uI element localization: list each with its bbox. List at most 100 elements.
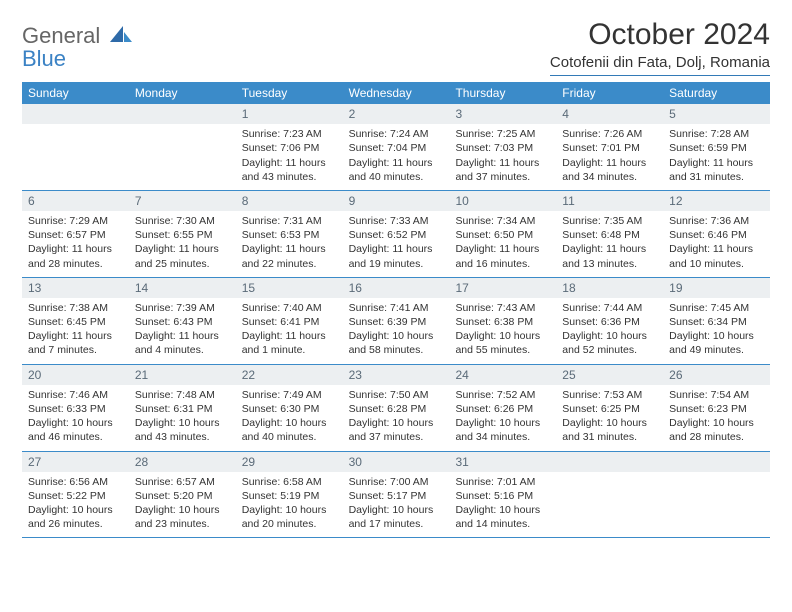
daylight-line1: Daylight: 10 hours <box>455 329 550 343</box>
day-body: Sunrise: 7:45 AMSunset: 6:34 PMDaylight:… <box>663 298 770 364</box>
weekday-header: Saturday <box>663 82 770 104</box>
daylight-line1: Daylight: 11 hours <box>242 242 337 256</box>
daylight-line1: Daylight: 10 hours <box>669 416 764 430</box>
daylight-line1: Daylight: 11 hours <box>28 242 123 256</box>
day-number: 21 <box>129 365 236 385</box>
sunset-text: Sunset: 6:34 PM <box>669 315 764 329</box>
day-number <box>663 452 770 472</box>
day-number: 14 <box>129 278 236 298</box>
sunset-text: Sunset: 6:53 PM <box>242 228 337 242</box>
weekday-header-row: SundayMondayTuesdayWednesdayThursdayFrid… <box>22 82 770 104</box>
daylight-line2: and 13 minutes. <box>562 257 657 271</box>
sunrise-text: Sunrise: 7:34 AM <box>455 214 550 228</box>
daylight-line2: and 49 minutes. <box>669 343 764 357</box>
day-cell: 21 Sunrise: 7:48 AMSunset: 6:31 PMDayligh… <box>129 365 236 451</box>
sunset-text: Sunset: 6:36 PM <box>562 315 657 329</box>
day-number <box>22 104 129 124</box>
day-cell: 2Sunrise: 7:24 AMSunset: 7:04 PMDaylight… <box>343 104 450 190</box>
day-number: 18 <box>556 278 663 298</box>
sunset-text: Sunset: 6:57 PM <box>28 228 123 242</box>
daylight-line2: and 55 minutes. <box>455 343 550 357</box>
day-cell: 20Sunrise: 7:46 AMSunset: 6:33 PMDayligh… <box>22 365 129 451</box>
day-number: 16 <box>343 278 450 298</box>
day-cell: 30Sunrise: 7:00 AMSunset: 5:17 PMDayligh… <box>343 452 450 538</box>
day-number: 19 <box>663 278 770 298</box>
sunset-text: Sunset: 6:31 PM <box>135 402 230 416</box>
day-body: Sunrise: 6:57 AMSunset: 5:20 PMDaylight:… <box>129 472 236 538</box>
day-body: Sunrise: 7:41 AMSunset: 6:39 PMDaylight:… <box>343 298 450 364</box>
daylight-line2: and 17 minutes. <box>349 517 444 531</box>
day-cell: 19Sunrise: 7:45 AMSunset: 6:34 PMDayligh… <box>663 278 770 364</box>
day-number: 31 <box>449 452 556 472</box>
day-cell: 14Sunrise: 7:39 AMSunset: 6:43 PMDayligh… <box>129 278 236 364</box>
daylight-line2: and 20 minutes. <box>242 517 337 531</box>
daylight-line1: Daylight: 11 hours <box>242 156 337 170</box>
day-cell: 12Sunrise: 7:36 AMSunset: 6:46 PMDayligh… <box>663 191 770 277</box>
sunset-text: Sunset: 6:30 PM <box>242 402 337 416</box>
sunset-text: Sunset: 7:04 PM <box>349 141 444 155</box>
brand-general: General <box>22 23 100 48</box>
sunrise-text: Sunrise: 7:43 AM <box>455 301 550 315</box>
day-number: 27 <box>22 452 129 472</box>
daylight-line2: and 26 minutes. <box>28 517 123 531</box>
week-row: 20Sunrise: 7:46 AMSunset: 6:33 PMDayligh… <box>22 365 770 452</box>
header: General Blue October 2024 Cotofenii din … <box>22 18 770 76</box>
day-cell <box>129 104 236 190</box>
day-cell: 25Sunrise: 7:53 AMSunset: 6:25 PMDayligh… <box>556 365 663 451</box>
day-cell: 13Sunrise: 7:38 AMSunset: 6:45 PMDayligh… <box>22 278 129 364</box>
day-number: 12 <box>663 191 770 211</box>
weekday-header: Sunday <box>22 82 129 104</box>
daylight-line2: and 4 minutes. <box>135 343 230 357</box>
day-number: 4 <box>556 104 663 124</box>
sunrise-text: Sunrise: 7:29 AM <box>28 214 123 228</box>
day-cell: 16Sunrise: 7:41 AMSunset: 6:39 PMDayligh… <box>343 278 450 364</box>
day-cell: 6Sunrise: 7:29 AMSunset: 6:57 PMDaylight… <box>22 191 129 277</box>
sunrise-text: Sunrise: 7:40 AM <box>242 301 337 315</box>
day-number: 15 <box>236 278 343 298</box>
daylight-line2: and 43 minutes. <box>135 430 230 444</box>
daylight-line2: and 10 minutes. <box>669 257 764 271</box>
weekday-header: Friday <box>556 82 663 104</box>
daylight-line1: Daylight: 10 hours <box>28 503 123 517</box>
day-cell: 31Sunrise: 7:01 AMSunset: 5:16 PMDayligh… <box>449 452 556 538</box>
sunset-text: Sunset: 5:22 PM <box>28 489 123 503</box>
weekday-header: Wednesday <box>343 82 450 104</box>
day-cell: 11Sunrise: 7:35 AMSunset: 6:48 PMDayligh… <box>556 191 663 277</box>
day-cell: 7Sunrise: 7:30 AMSunset: 6:55 PMDaylight… <box>129 191 236 277</box>
daylight-line1: Daylight: 10 hours <box>455 503 550 517</box>
daylight-line2: and 1 minute. <box>242 343 337 357</box>
day-number: 8 <box>236 191 343 211</box>
daylight-line1: Daylight: 10 hours <box>669 329 764 343</box>
day-body: Sunrise: 7:29 AMSunset: 6:57 PMDaylight:… <box>22 211 129 277</box>
day-body: Sunrise: 7:33 AMSunset: 6:52 PMDaylight:… <box>343 211 450 277</box>
sunrise-text: Sunrise: 7:44 AM <box>562 301 657 315</box>
day-cell: 26Sunrise: 7:54 AMSunset: 6:23 PMDayligh… <box>663 365 770 451</box>
day-cell: 22Sunrise: 7:49 AMSunset: 6:30 PMDayligh… <box>236 365 343 451</box>
day-cell <box>556 452 663 538</box>
day-number <box>129 104 236 124</box>
daylight-line1: Daylight: 10 hours <box>349 329 444 343</box>
day-cell: 1Sunrise: 7:23 AMSunset: 7:06 PMDaylight… <box>236 104 343 190</box>
day-number: 25 <box>556 365 663 385</box>
day-cell: 27Sunrise: 6:56 AMSunset: 5:22 PMDayligh… <box>22 452 129 538</box>
weekday-header: Tuesday <box>236 82 343 104</box>
sunrise-text: Sunrise: 7:41 AM <box>349 301 444 315</box>
week-row: 6Sunrise: 7:29 AMSunset: 6:57 PMDaylight… <box>22 191 770 278</box>
daylight-line2: and 7 minutes. <box>28 343 123 357</box>
week-row: 27Sunrise: 6:56 AMSunset: 5:22 PMDayligh… <box>22 452 770 539</box>
day-cell: 23Sunrise: 7:50 AMSunset: 6:28 PMDayligh… <box>343 365 450 451</box>
brand-blue: Blue <box>22 46 66 71</box>
day-cell <box>663 452 770 538</box>
day-body: Sunrise: 7:31 AMSunset: 6:53 PMDaylight:… <box>236 211 343 277</box>
sunset-text: Sunset: 6:59 PM <box>669 141 764 155</box>
day-cell: 5Sunrise: 7:28 AMSunset: 6:59 PMDaylight… <box>663 104 770 190</box>
sunset-text: Sunset: 7:03 PM <box>455 141 550 155</box>
sunrise-text: Sunrise: 7:48 AM <box>135 388 230 402</box>
daylight-line2: and 28 minutes. <box>669 430 764 444</box>
sunrise-text: Sunrise: 7:35 AM <box>562 214 657 228</box>
day-number: 22 <box>236 365 343 385</box>
sunrise-text: Sunrise: 7:45 AM <box>669 301 764 315</box>
daylight-line2: and 52 minutes. <box>562 343 657 357</box>
daylight-line1: Daylight: 10 hours <box>135 416 230 430</box>
day-body: Sunrise: 7:49 AMSunset: 6:30 PMDaylight:… <box>236 385 343 451</box>
